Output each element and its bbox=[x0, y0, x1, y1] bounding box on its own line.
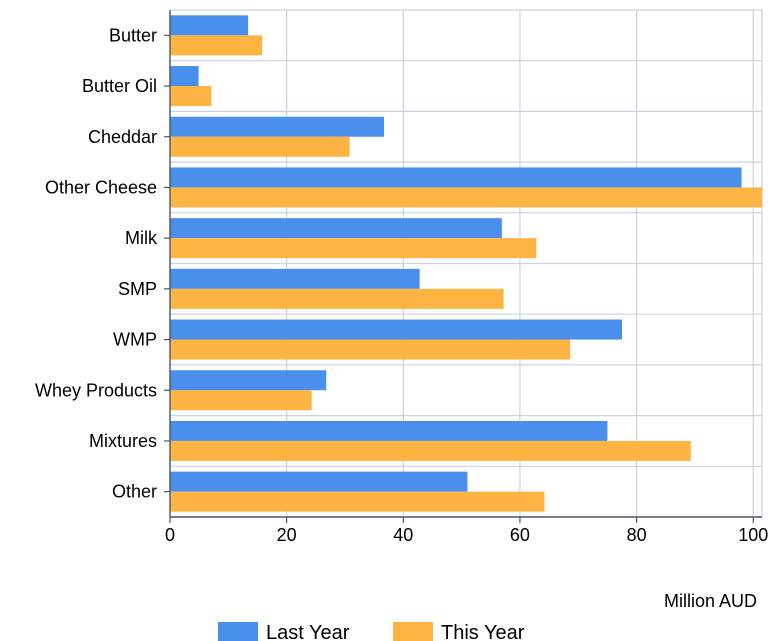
bar-last-year bbox=[170, 420, 608, 441]
bar-last-year bbox=[170, 116, 385, 137]
category-label: Other bbox=[112, 482, 157, 502]
axes bbox=[164, 10, 762, 523]
bar-last-year bbox=[170, 471, 468, 492]
legend: Last Year This Year bbox=[218, 622, 525, 641]
bar-last-year bbox=[170, 15, 249, 36]
x-tick-label: 60 bbox=[510, 525, 530, 545]
bar-last-year bbox=[170, 167, 742, 188]
legend-label: Last Year bbox=[266, 622, 350, 641]
bar-this-year bbox=[170, 390, 312, 411]
legend-label: This Year bbox=[441, 622, 525, 641]
bar-this-year bbox=[170, 288, 504, 309]
category-label: Mixtures bbox=[89, 431, 157, 451]
x-tick-label: 0 bbox=[165, 525, 175, 545]
bar-this-year bbox=[170, 238, 537, 259]
category-label: Butter Oil bbox=[82, 76, 157, 96]
category-label: Butter bbox=[109, 25, 157, 45]
x-tick-label: 100 bbox=[738, 525, 768, 545]
x-tick-label: 20 bbox=[277, 525, 297, 545]
category-label: Other Cheese bbox=[45, 177, 157, 197]
bar-this-year bbox=[170, 491, 545, 512]
bar-this-year bbox=[170, 339, 571, 360]
bar-this-year bbox=[170, 187, 762, 208]
bars bbox=[170, 15, 762, 512]
legend-swatch bbox=[393, 622, 433, 641]
category-labels: Butter Butter Oil Cheddar Other Cheese Milk S… bbox=[35, 25, 158, 501]
category-label: WMP bbox=[113, 330, 157, 350]
x-axis-title: Million AUD bbox=[664, 591, 757, 611]
bar-this-year bbox=[170, 86, 212, 107]
category-label: SMP bbox=[118, 279, 157, 299]
category-label: Milk bbox=[125, 228, 158, 248]
legend-swatch bbox=[218, 622, 258, 641]
bar-last-year bbox=[170, 66, 199, 87]
bar-this-year bbox=[170, 35, 263, 56]
x-tick-label: 80 bbox=[627, 525, 647, 545]
bar-this-year bbox=[170, 136, 350, 157]
category-label: Cheddar bbox=[88, 127, 157, 147]
bar-this-year bbox=[170, 440, 691, 461]
bar-last-year bbox=[170, 319, 623, 340]
category-label: Whey Products bbox=[35, 380, 157, 400]
bar-last-year bbox=[170, 370, 327, 391]
bar-last-year bbox=[170, 218, 502, 239]
x-tick-label: 40 bbox=[393, 525, 413, 545]
bar-last-year bbox=[170, 268, 420, 289]
tick-labels: 0 20 40 60 80 100 bbox=[165, 525, 768, 545]
